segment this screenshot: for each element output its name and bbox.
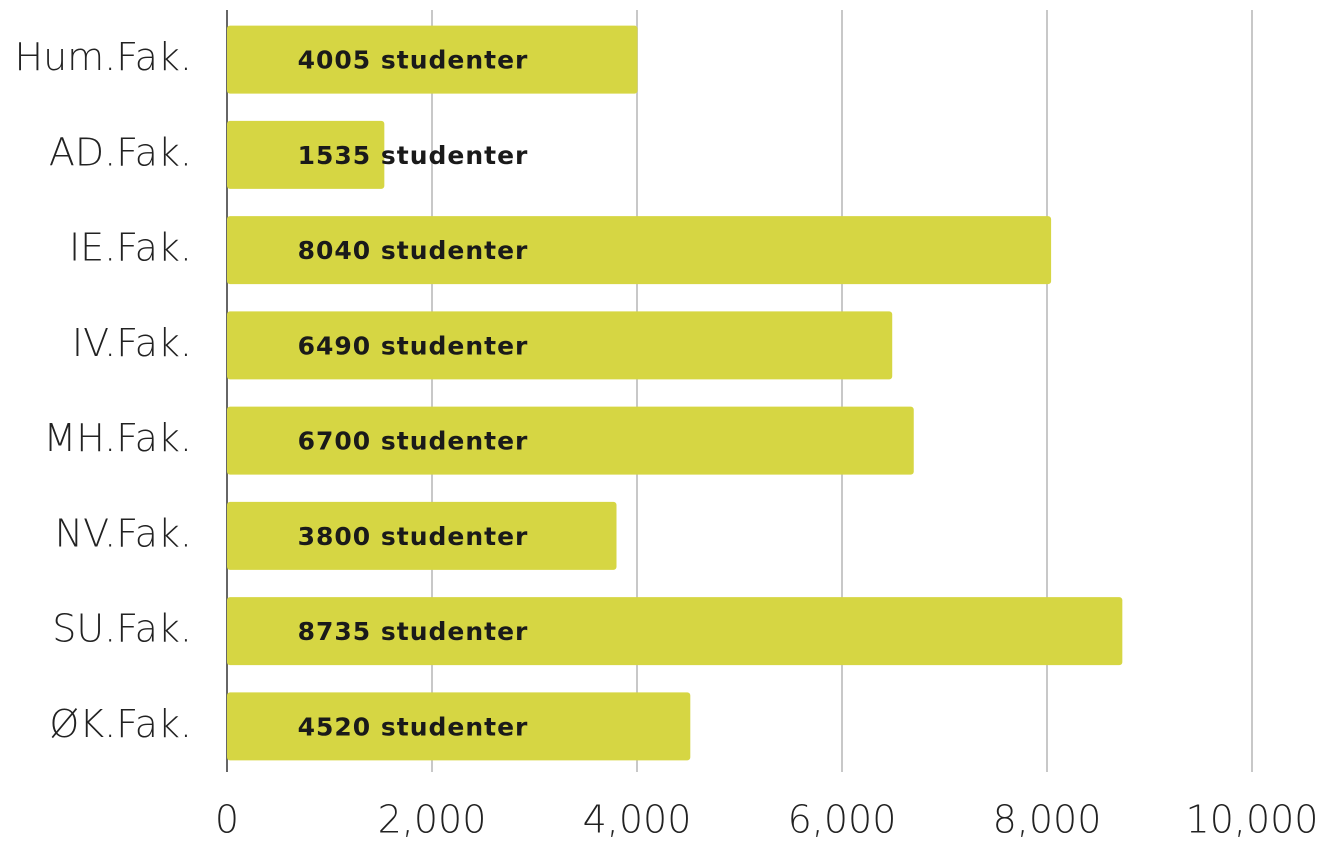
- data-label: 8735 studenter: [298, 617, 529, 646]
- data-label: 3800 studenter: [298, 522, 529, 551]
- bar: [227, 597, 1123, 666]
- x-tick-label: 4,000: [583, 798, 692, 842]
- y-tick-label: AD.Fak.: [49, 130, 192, 174]
- y-tick-label: ØK.Fak.: [49, 702, 192, 746]
- bar: [227, 692, 691, 761]
- y-tick-label: IV.Fak.: [72, 321, 192, 365]
- y-tick-label: SU.Fak.: [52, 607, 192, 651]
- bar: [227, 25, 638, 94]
- bar: [227, 120, 385, 189]
- x-tick-label: 6,000: [788, 798, 897, 842]
- data-label: 1535 studenter: [298, 141, 529, 170]
- x-tick-label: 2,000: [378, 798, 487, 842]
- y-tick-label: MH.Fak.: [43, 416, 192, 460]
- y-tick-label: Hum.Fak.: [15, 35, 193, 79]
- data-label: 6490 studenter: [298, 331, 529, 360]
- x-tick-label: 0: [215, 798, 239, 842]
- bar: [227, 501, 617, 570]
- bar: [227, 406, 914, 475]
- bar: [227, 216, 1052, 285]
- y-tick-label: NV.Fak.: [55, 511, 192, 555]
- data-label: 4005 studenter: [298, 46, 529, 75]
- y-tick-label: IE.Fak.: [69, 226, 192, 270]
- bar: [227, 311, 893, 380]
- data-label: 4520 studenter: [298, 712, 529, 741]
- data-label: 8040 studenter: [298, 236, 529, 265]
- data-label: 6700 studenter: [298, 427, 529, 456]
- x-tick-label: 10,000: [1186, 798, 1319, 842]
- x-tick-label: 8,000: [993, 798, 1102, 842]
